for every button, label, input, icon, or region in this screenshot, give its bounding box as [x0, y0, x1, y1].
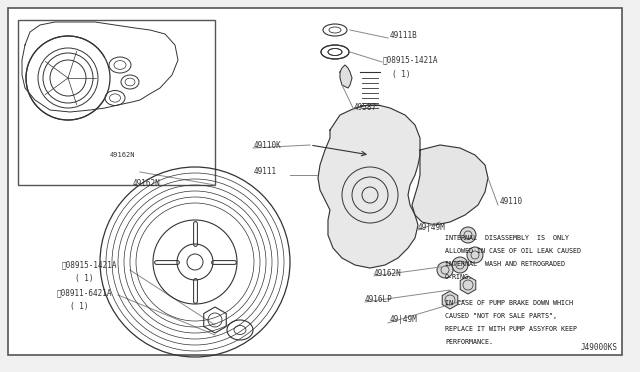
Text: 49111: 49111 [254, 167, 277, 176]
Text: INTERNAL  WASH AND RETROGRADED: INTERNAL WASH AND RETROGRADED [445, 261, 565, 267]
Bar [18, 20, 215, 185]
Text: 49587: 49587 [354, 103, 377, 112]
Text: 49110: 49110 [500, 198, 523, 206]
Text: Ⓗ08911-6421A: Ⓗ08911-6421A [57, 289, 113, 298]
Text: J49000KS: J49000KS [581, 343, 618, 353]
Text: 4916LP: 4916LP [365, 295, 393, 304]
Text: O-RING.: O-RING. [445, 274, 473, 280]
Text: ( 1): ( 1) [392, 70, 410, 78]
Polygon shape [412, 145, 488, 225]
Text: ( 1): ( 1) [70, 302, 88, 311]
Polygon shape [318, 105, 420, 268]
Text: 49162N: 49162N [110, 152, 136, 158]
Text: 49|49M: 49|49M [418, 222, 445, 231]
Circle shape [460, 227, 476, 243]
Circle shape [187, 254, 203, 270]
Text: PERFORMANCE.: PERFORMANCE. [445, 339, 493, 345]
Text: 49|49M: 49|49M [390, 315, 418, 324]
Circle shape [452, 257, 468, 273]
Text: 49111B: 49111B [390, 32, 418, 41]
Polygon shape [22, 22, 178, 112]
Text: ( 1): ( 1) [75, 275, 93, 283]
Text: IN CASE OF PUMP BRAKE DOWN WHICH: IN CASE OF PUMP BRAKE DOWN WHICH [445, 300, 573, 306]
Text: Ⓗ08915-1421A: Ⓗ08915-1421A [383, 55, 438, 64]
Text: Ⓗ08915-1421A: Ⓗ08915-1421A [62, 260, 118, 269]
Text: 49110K: 49110K [254, 141, 282, 150]
Text: CAUSED "NOT FOR SALE PARTS",: CAUSED "NOT FOR SALE PARTS", [445, 313, 557, 319]
Text: 49162N: 49162N [133, 179, 161, 187]
Polygon shape [340, 65, 352, 88]
Circle shape [467, 247, 483, 263]
Text: INTERNAL  DISASSEMBLY  IS  ONLY: INTERNAL DISASSEMBLY IS ONLY [445, 235, 569, 241]
Text: 49162N: 49162N [374, 269, 402, 278]
Text: ALLOWED IN CASE OF OIL LEAK CAUSED: ALLOWED IN CASE OF OIL LEAK CAUSED [445, 248, 581, 254]
Text: REPLACE IT WITH PUMP ASSYFOR KEEP: REPLACE IT WITH PUMP ASSYFOR KEEP [445, 326, 577, 332]
Circle shape [437, 262, 453, 278]
